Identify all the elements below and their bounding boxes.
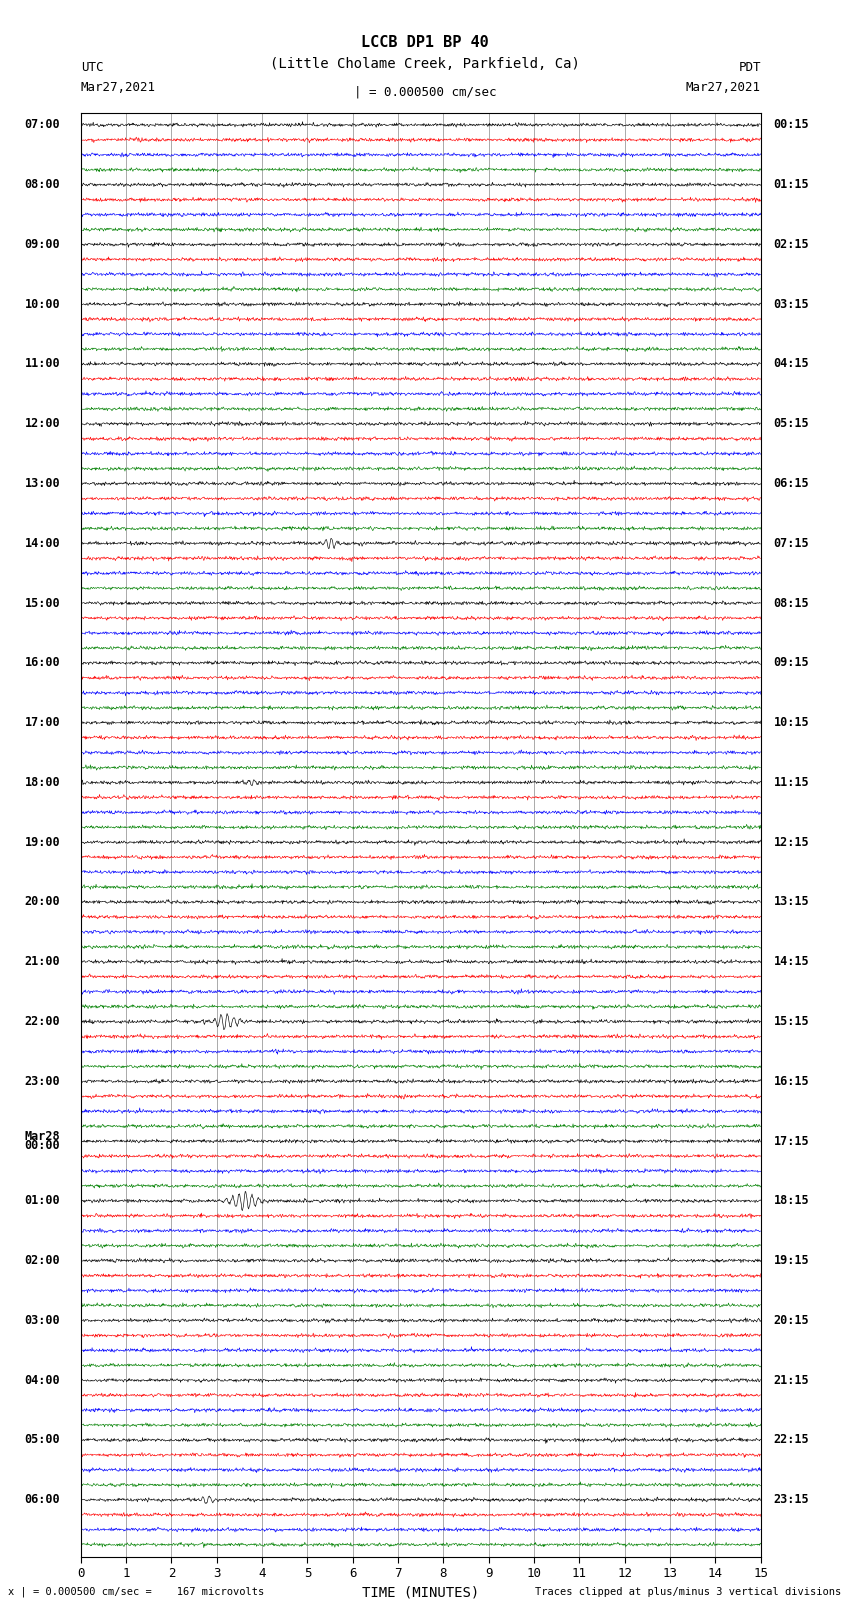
Text: 23:00: 23:00	[25, 1074, 60, 1087]
Text: 10:15: 10:15	[774, 716, 809, 729]
Text: 19:00: 19:00	[25, 836, 60, 848]
Text: 22:00: 22:00	[25, 1015, 60, 1027]
X-axis label: TIME (MINUTES): TIME (MINUTES)	[362, 1586, 479, 1600]
Text: 18:15: 18:15	[774, 1194, 809, 1208]
Text: 00:15: 00:15	[774, 118, 809, 131]
Text: 02:00: 02:00	[25, 1255, 60, 1268]
Text: UTC: UTC	[81, 61, 103, 74]
Text: 04:15: 04:15	[774, 358, 809, 371]
Text: 12:15: 12:15	[774, 836, 809, 848]
Text: PDT: PDT	[739, 61, 761, 74]
Text: 11:00: 11:00	[25, 358, 60, 371]
Text: 11:15: 11:15	[774, 776, 809, 789]
Text: 14:15: 14:15	[774, 955, 809, 968]
Text: 17:15: 17:15	[774, 1134, 809, 1147]
Text: 22:15: 22:15	[774, 1434, 809, 1447]
Text: 06:00: 06:00	[25, 1494, 60, 1507]
Text: 06:15: 06:15	[774, 477, 809, 490]
Text: 18:00: 18:00	[25, 776, 60, 789]
Text: 07:00: 07:00	[25, 118, 60, 131]
Text: 01:00: 01:00	[25, 1194, 60, 1208]
Text: 16:00: 16:00	[25, 656, 60, 669]
Text: 09:15: 09:15	[774, 656, 809, 669]
Text: 15:00: 15:00	[25, 597, 60, 610]
Text: 23:15: 23:15	[774, 1494, 809, 1507]
Text: 13:15: 13:15	[774, 895, 809, 908]
Text: 08:15: 08:15	[774, 597, 809, 610]
Text: (Little Cholame Creek, Parkfield, Ca): (Little Cholame Creek, Parkfield, Ca)	[270, 56, 580, 71]
Text: 08:00: 08:00	[25, 177, 60, 192]
Text: Mar27,2021: Mar27,2021	[686, 81, 761, 94]
Text: 09:00: 09:00	[25, 239, 60, 252]
Text: 20:00: 20:00	[25, 895, 60, 908]
Text: 01:15: 01:15	[774, 177, 809, 192]
Text: LCCB DP1 BP 40: LCCB DP1 BP 40	[361, 35, 489, 50]
Text: 12:00: 12:00	[25, 418, 60, 431]
Text: 03:15: 03:15	[774, 298, 809, 311]
Text: Mar28: Mar28	[25, 1131, 60, 1144]
Text: 07:15: 07:15	[774, 537, 809, 550]
Text: 14:00: 14:00	[25, 537, 60, 550]
Text: 19:15: 19:15	[774, 1255, 809, 1268]
Text: 05:15: 05:15	[774, 418, 809, 431]
Text: x | = 0.000500 cm/sec =    167 microvolts: x | = 0.000500 cm/sec = 167 microvolts	[8, 1586, 264, 1597]
Text: 17:00: 17:00	[25, 716, 60, 729]
Text: 03:00: 03:00	[25, 1315, 60, 1327]
Text: 15:15: 15:15	[774, 1015, 809, 1027]
Text: 05:00: 05:00	[25, 1434, 60, 1447]
Text: 16:15: 16:15	[774, 1074, 809, 1087]
Text: 21:00: 21:00	[25, 955, 60, 968]
Text: 21:15: 21:15	[774, 1374, 809, 1387]
Text: 13:00: 13:00	[25, 477, 60, 490]
Text: | = 0.000500 cm/sec: | = 0.000500 cm/sec	[354, 85, 496, 98]
Text: 02:15: 02:15	[774, 239, 809, 252]
Text: 04:00: 04:00	[25, 1374, 60, 1387]
Text: Traces clipped at plus/minus 3 vertical divisions: Traces clipped at plus/minus 3 vertical …	[536, 1587, 842, 1597]
Text: 20:15: 20:15	[774, 1315, 809, 1327]
Text: 00:00: 00:00	[25, 1139, 60, 1152]
Text: Mar27,2021: Mar27,2021	[81, 81, 156, 94]
Text: 10:00: 10:00	[25, 298, 60, 311]
